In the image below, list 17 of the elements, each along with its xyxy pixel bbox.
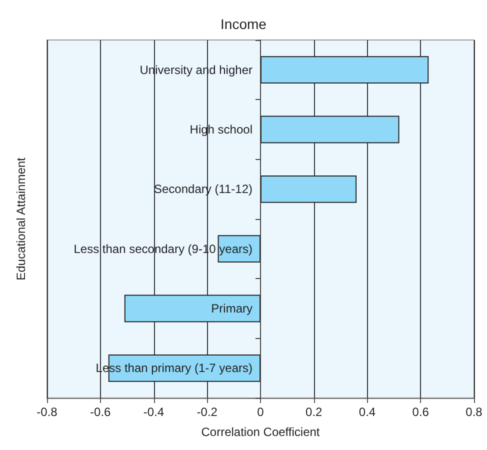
bar: [260, 56, 429, 84]
chart-title: Income: [220, 16, 267, 32]
bar: [124, 294, 260, 322]
y-tick-label: Primary: [211, 302, 252, 316]
x-tick-label: -0.4: [143, 405, 164, 419]
x-axis-title: Correlation Coefficient: [201, 425, 320, 439]
x-tick-label: 0.8: [466, 405, 483, 419]
x-tick-label: -0.6: [90, 405, 112, 419]
bar: [260, 175, 357, 203]
x-tick-label: 0.6: [412, 405, 430, 419]
x-tick-label: -0.2: [196, 405, 218, 419]
x-tick-label: 0.2: [306, 405, 323, 419]
y-axis-title: Educational Attainment: [14, 156, 28, 280]
x-tick-label: 0: [257, 405, 264, 419]
x-tick-label: 0.4: [358, 405, 376, 419]
x-tick-label: -0.8: [36, 405, 58, 419]
bar: [260, 116, 400, 144]
